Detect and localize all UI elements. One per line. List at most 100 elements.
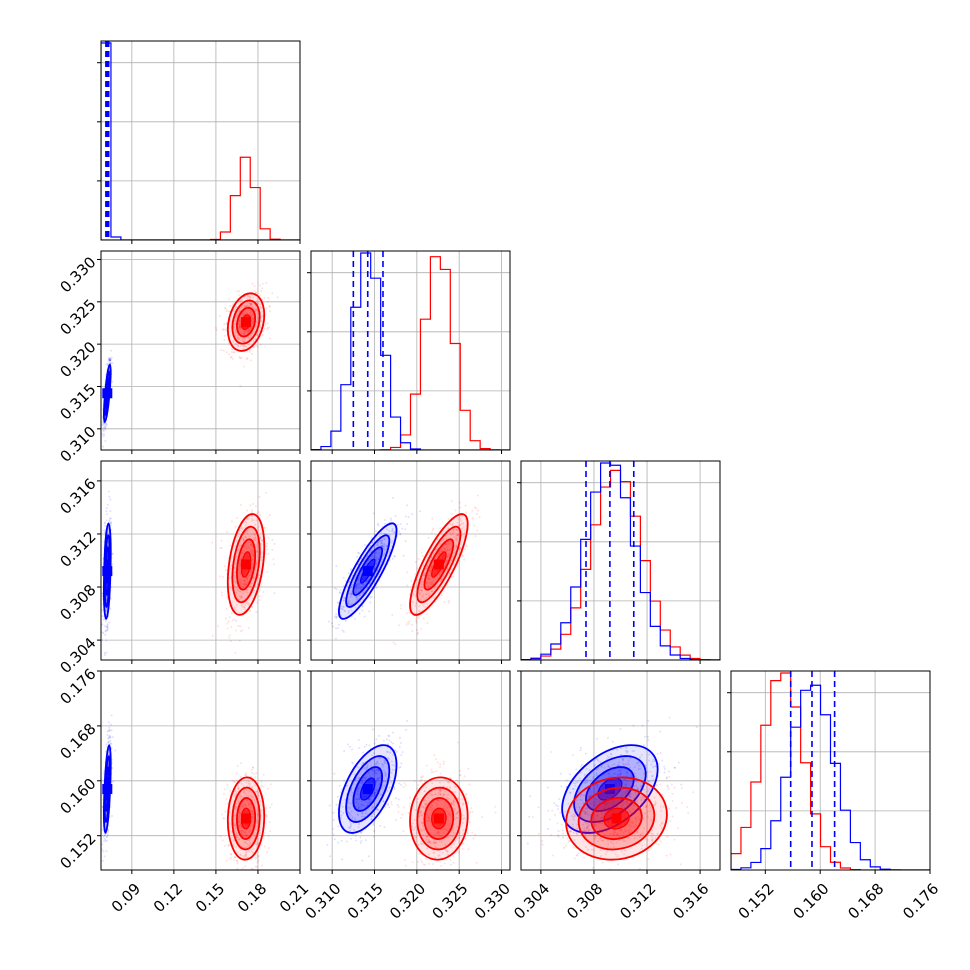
sample-point: [363, 615, 366, 618]
sample-point: [219, 835, 222, 838]
sample-point: [251, 872, 253, 874]
sample-point: [442, 538, 445, 541]
sample-point: [243, 580, 246, 583]
sample-point: [247, 831, 250, 834]
sample-point: [250, 791, 253, 794]
sample-point: [445, 546, 448, 549]
sample-point: [377, 762, 380, 765]
sample-point: [256, 316, 259, 319]
sample-point: [232, 839, 235, 842]
sample-point: [353, 828, 356, 831]
sample-point: [376, 760, 379, 763]
sample-point: [232, 858, 235, 861]
sample-point: [105, 424, 108, 427]
sample-point: [449, 814, 452, 817]
sample-point: [248, 803, 251, 806]
sample-point: [342, 779, 345, 782]
sample-point: [358, 747, 361, 750]
sample-point: [471, 509, 474, 512]
sample-point: [332, 811, 335, 814]
sample-point: [224, 810, 227, 813]
sample-point: [220, 539, 223, 542]
sample-point: [236, 851, 239, 854]
sample-point: [250, 544, 253, 547]
sample-point: [368, 610, 371, 613]
sample-point: [241, 829, 244, 832]
sample-point: [456, 816, 459, 819]
sample-point: [227, 843, 230, 846]
sample-point: [357, 802, 360, 805]
sample-point: [383, 543, 386, 546]
sample-point: [357, 579, 360, 582]
sample-point: [254, 865, 257, 868]
sample-point: [252, 772, 255, 775]
sample-point: [393, 786, 396, 789]
sample-point: [411, 594, 414, 597]
sample-point: [446, 829, 449, 832]
sample-point: [425, 592, 428, 595]
sample-point: [447, 541, 450, 544]
sample-point: [244, 535, 247, 538]
sample-point: [373, 829, 376, 832]
sample-point: [428, 574, 431, 577]
sample-point: [224, 328, 227, 331]
sample-point: [370, 754, 373, 757]
sample-point: [354, 839, 357, 842]
sample-point: [371, 805, 374, 808]
sample-point: [375, 551, 378, 554]
sample-point: [326, 843, 329, 846]
sample-point: [395, 797, 398, 800]
sample-point: [465, 511, 468, 514]
sample-point: [453, 528, 456, 531]
sample-point: [454, 537, 457, 540]
sample-point: [388, 534, 391, 537]
sample-point: [378, 783, 381, 786]
sample-point: [451, 523, 454, 526]
sample-point: [453, 801, 456, 804]
sample-point: [244, 853, 247, 856]
sample-point: [370, 765, 373, 768]
sample-point: [225, 322, 228, 325]
sample-point: [237, 785, 240, 788]
sample-point: [330, 622, 333, 625]
sample-point: [235, 806, 238, 809]
sample-point: [234, 574, 237, 577]
sample-point: [229, 857, 232, 860]
sample-point: [218, 314, 221, 317]
sample-point: [367, 855, 370, 858]
sample-point: [430, 582, 433, 585]
sample-point: [248, 328, 251, 331]
sample-point: [451, 531, 454, 534]
sample-point: [348, 603, 351, 606]
sample-point: [332, 819, 335, 822]
sample-point: [347, 572, 350, 575]
sample-point: [349, 569, 352, 572]
sample-point: [228, 298, 231, 301]
sample-point: [254, 790, 257, 793]
sample-point: [393, 555, 396, 558]
sample-point: [266, 322, 269, 325]
sample-point: [438, 552, 441, 555]
sample-point: [350, 810, 353, 813]
sample-point: [241, 592, 244, 595]
sample-point: [402, 806, 405, 809]
sample-point: [259, 326, 262, 329]
sample-point: [238, 319, 241, 322]
sample-point: [256, 854, 259, 857]
sample-point: [351, 762, 354, 765]
sample-point: [105, 626, 108, 629]
sample-point: [353, 773, 356, 776]
sample-point: [364, 800, 367, 803]
sample-point: [107, 737, 110, 740]
sample-point: [379, 551, 382, 554]
sample-point: [262, 590, 265, 593]
sample-point: [251, 786, 254, 789]
sample-point: [383, 762, 386, 765]
sample-point: [421, 586, 424, 589]
sample-point: [102, 422, 105, 425]
sample-point: [240, 580, 243, 583]
sample-point: [457, 524, 460, 527]
sample-point: [459, 506, 462, 509]
sample-point: [373, 791, 376, 794]
sample-point: [422, 834, 425, 837]
